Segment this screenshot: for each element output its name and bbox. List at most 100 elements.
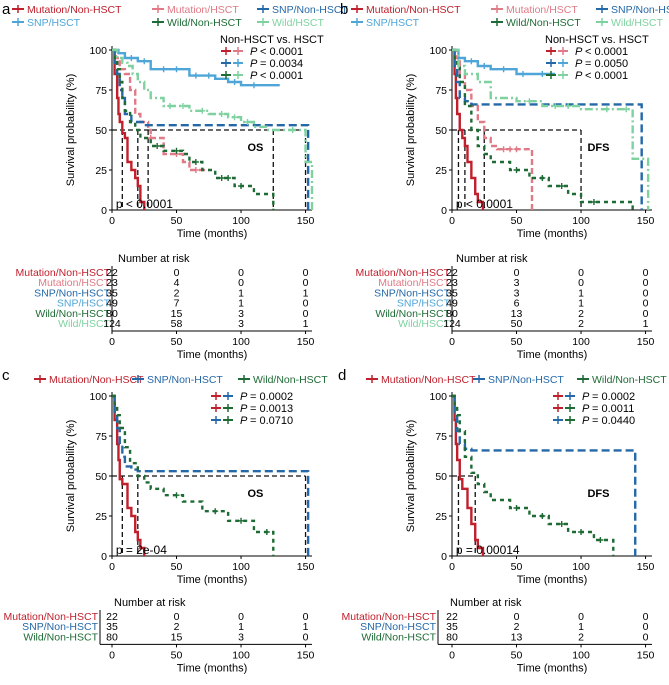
- risk-cell: 3: [238, 308, 244, 320]
- p-value-text: = 0.0440: [592, 415, 635, 427]
- censor-mark-snp-hsct: [250, 82, 257, 89]
- legend-label-mutation-non-hsct: Mutation/Non-HSCT: [366, 4, 461, 16]
- legend-label-wild-non-hsct: Wild/Non-HSCT: [167, 17, 242, 29]
- risk-cell: 0: [174, 267, 180, 279]
- risk-row-label: SNP/HSCT: [57, 298, 111, 310]
- censor-mark-wild-hsct: [218, 111, 225, 117]
- risk-cell: 2: [174, 287, 180, 299]
- km-curve-wild-non-hsct: [112, 48, 275, 210]
- censor-mark-snp-hsct: [192, 72, 199, 79]
- censor-mark-snp-hsct: [519, 71, 526, 77]
- censor-mark-snp-hsct: [481, 63, 488, 69]
- risk-cell: 0: [643, 611, 649, 623]
- legend-label-snp-non-hsct: SNP/Non-HSCT: [272, 4, 348, 16]
- censor-mark-wild-non-hsct: [539, 175, 546, 181]
- x-tick-label: 50: [511, 215, 523, 227]
- risk-cell: 0: [578, 277, 584, 289]
- censor-mark-wild-non-hsct: [539, 513, 546, 519]
- legend-label-mutation-non-hsct: Mutation/Non-HSCT: [27, 4, 122, 16]
- risk-cell: 22: [106, 611, 118, 623]
- risk-row-label: SNP/Non-HSCT: [360, 621, 436, 633]
- legend-label-snp-non-hsct: SNP/Non-HSCT: [488, 374, 564, 386]
- risk-cell: 0: [514, 611, 520, 623]
- risk-cell: 2: [578, 318, 584, 330]
- risk-row-label: Wild/Non-HSCT: [375, 308, 450, 320]
- risk-cell: 1: [238, 287, 244, 299]
- x-tick-label: 50: [171, 215, 183, 227]
- panel-c: c Mutation/Non-HSCT SNP/Non-HSCT Wild/Non-H…: [2, 367, 328, 674]
- risk-cell: 0: [578, 611, 584, 623]
- p-value-text: < 0.0001: [260, 46, 303, 58]
- x-tick-label: 150: [637, 215, 655, 227]
- x-tick-label: 150: [637, 561, 655, 573]
- risk-x-tick-label: 50: [171, 649, 183, 661]
- x-axis-label: Time (months): [177, 574, 248, 586]
- risk-x-tick-label: 50: [511, 649, 523, 661]
- risk-cell: 4: [174, 277, 180, 289]
- y-tick-label: 50: [435, 125, 447, 137]
- censor-mark-snp-hsct: [141, 58, 148, 65]
- risk-row-label: Wild/Non-HSCT: [361, 631, 436, 643]
- y-tick-label: 0: [441, 205, 447, 217]
- y-tick-label: 0: [101, 551, 107, 563]
- km-curve-snp-non-hsct: [452, 48, 643, 210]
- risk-x-tick-label: 100: [232, 336, 250, 348]
- risk-table-header: Number at risk: [456, 253, 528, 265]
- km-curve-mutation-non-hsct: [452, 48, 485, 210]
- y-tick-label: 25: [95, 165, 107, 177]
- risk-row-label: Wild/Non-HSCT: [23, 631, 98, 643]
- panel-a: a Mutation/Non-HSCT Mutation/HSCT SNP/Non-H…: [2, 1, 348, 361]
- risk-cell: 0: [238, 277, 244, 289]
- censor-mark-wild-hsct: [552, 103, 559, 109]
- legend-label-snp-hsct: SNP/HSCT: [366, 17, 420, 29]
- p-value-row: P = 0.0013: [240, 403, 293, 415]
- censor-mark-wild-hsct: [603, 106, 610, 113]
- risk-x-tick-label: 100: [572, 336, 590, 348]
- censor-mark-snp-hsct: [231, 79, 238, 85]
- risk-row-label: Wild/Non-HSCT: [35, 308, 110, 320]
- p-value-text: = 0.0050: [585, 58, 628, 70]
- legend: Mutation/Non-HSCT Mutation/HSCT SNP/Non-HS…: [12, 4, 348, 29]
- legend-label-wild-non-hsct: Wild/Non-HSCT: [592, 374, 667, 386]
- panel-d: d Mutation/Non-HSCT SNP/Non-HSCT Wild/Non-H…: [338, 367, 667, 674]
- km-curve-wild-non-hsct: [452, 394, 615, 556]
- censor-mark-wild-non-hsct: [173, 492, 180, 499]
- risk-cell: 50: [511, 318, 523, 330]
- risk-cell: 22: [446, 611, 458, 623]
- risk-cell: 15: [171, 631, 183, 643]
- legend-label-wild-hsct: Wild/HSCT: [272, 17, 325, 29]
- p-value-text: = 0.0710: [250, 415, 293, 427]
- risk-cell: 2: [578, 631, 584, 643]
- p-value-text: = 0.0034: [260, 58, 303, 70]
- p-value-text: < 0.0001: [260, 70, 303, 82]
- censor-mark-wild-non-hsct: [154, 143, 161, 149]
- p-symbol: P: [582, 403, 592, 415]
- p-symbol: P: [575, 58, 585, 70]
- risk-row-label: SNP/Non-HSCT: [374, 287, 450, 299]
- risk-cell: 80: [106, 631, 118, 643]
- y-tick-label: 25: [435, 511, 447, 523]
- y-tick-label: 50: [95, 471, 107, 483]
- p-value-row: P = 0.0034: [250, 58, 303, 70]
- risk-table-header: Number at risk: [450, 597, 522, 609]
- y-tick-label: 50: [435, 471, 447, 483]
- x-tick-label: 50: [511, 561, 523, 573]
- risk-cell: 0: [238, 611, 244, 623]
- logrank-p: p < 0.0001: [456, 197, 513, 211]
- logrank-p: p < 0.0001: [116, 197, 173, 211]
- risk-row-label: SNP/HSCT: [397, 298, 451, 310]
- km-curve-mutation-non-hsct: [452, 394, 485, 556]
- risk-x-tick-label: 150: [637, 336, 655, 348]
- risk-row-label: Mutation/HSCT: [38, 277, 110, 289]
- risk-cell: 0: [174, 611, 180, 623]
- risk-table-header: Number at risk: [114, 597, 186, 609]
- censor-mark-wild-non-hsct: [578, 529, 585, 535]
- risk-cell: 0: [303, 631, 309, 643]
- risk-x-axis-label: Time (months): [177, 662, 248, 674]
- x-tick-label: 150: [297, 561, 315, 573]
- risk-cell: 13: [511, 631, 523, 643]
- censor-mark-wild-non-hsct: [225, 175, 232, 181]
